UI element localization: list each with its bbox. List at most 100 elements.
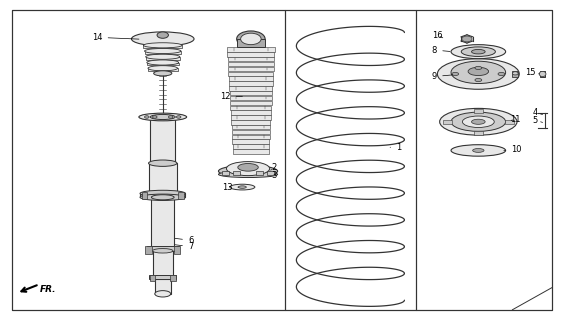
Bar xyxy=(231,120,271,124)
Bar xyxy=(145,246,152,254)
Bar xyxy=(12,10,285,310)
Text: 10: 10 xyxy=(504,145,521,154)
Text: 5: 5 xyxy=(532,116,543,125)
Text: 6: 6 xyxy=(175,236,193,245)
Bar xyxy=(147,62,178,65)
Bar xyxy=(505,120,514,124)
Ellipse shape xyxy=(461,47,495,56)
Ellipse shape xyxy=(462,36,472,42)
Ellipse shape xyxy=(238,164,258,171)
Bar xyxy=(150,275,156,281)
Bar xyxy=(140,194,185,197)
Bar xyxy=(178,192,184,199)
Bar xyxy=(152,197,174,248)
Bar xyxy=(540,71,545,77)
Bar xyxy=(148,68,177,71)
Bar xyxy=(474,131,483,135)
Ellipse shape xyxy=(468,67,488,76)
Text: 13: 13 xyxy=(222,183,238,192)
Ellipse shape xyxy=(451,112,506,131)
Ellipse shape xyxy=(153,249,173,253)
Ellipse shape xyxy=(140,190,185,197)
Bar xyxy=(231,115,271,120)
Bar xyxy=(474,109,483,113)
Ellipse shape xyxy=(154,71,172,76)
Bar xyxy=(229,81,273,86)
Ellipse shape xyxy=(150,161,175,166)
Bar xyxy=(155,278,170,294)
Text: 4: 4 xyxy=(532,108,543,117)
Bar xyxy=(230,91,272,95)
Bar xyxy=(153,251,173,276)
Ellipse shape xyxy=(148,66,177,71)
Text: 11: 11 xyxy=(510,115,520,124)
Ellipse shape xyxy=(218,171,278,178)
Ellipse shape xyxy=(451,61,506,84)
Ellipse shape xyxy=(144,43,182,48)
Ellipse shape xyxy=(218,165,278,177)
Bar xyxy=(442,120,451,124)
Ellipse shape xyxy=(147,60,178,65)
Bar xyxy=(170,275,176,281)
Bar xyxy=(227,52,275,57)
Ellipse shape xyxy=(238,186,246,188)
Bar xyxy=(512,71,518,76)
Bar xyxy=(416,10,552,310)
Ellipse shape xyxy=(498,72,505,76)
Ellipse shape xyxy=(451,45,506,59)
Ellipse shape xyxy=(451,145,506,156)
Bar xyxy=(230,96,272,100)
Bar xyxy=(233,144,269,149)
Text: 8: 8 xyxy=(432,45,450,55)
Bar xyxy=(267,171,274,175)
Text: 16: 16 xyxy=(432,31,443,40)
Bar xyxy=(228,67,274,71)
Bar xyxy=(222,171,229,175)
Bar xyxy=(231,110,271,115)
Ellipse shape xyxy=(473,148,484,152)
Ellipse shape xyxy=(176,116,181,118)
Ellipse shape xyxy=(140,194,185,200)
Text: 12: 12 xyxy=(220,92,242,101)
Bar xyxy=(229,86,272,91)
Ellipse shape xyxy=(241,33,261,45)
Ellipse shape xyxy=(462,116,494,127)
Text: 9: 9 xyxy=(432,72,453,81)
Bar xyxy=(150,117,175,163)
Ellipse shape xyxy=(149,160,177,166)
Ellipse shape xyxy=(157,32,168,38)
Bar xyxy=(149,275,176,278)
Ellipse shape xyxy=(152,195,174,200)
Bar xyxy=(227,47,275,52)
Bar xyxy=(285,10,416,310)
Ellipse shape xyxy=(437,59,519,89)
Bar xyxy=(230,106,271,110)
Ellipse shape xyxy=(155,291,170,297)
Ellipse shape xyxy=(475,78,482,82)
Bar xyxy=(146,57,180,60)
Ellipse shape xyxy=(153,116,157,118)
Ellipse shape xyxy=(452,72,459,76)
Bar xyxy=(233,149,268,154)
Bar xyxy=(173,246,180,254)
Ellipse shape xyxy=(150,115,175,120)
Bar xyxy=(147,246,178,251)
Bar xyxy=(232,135,270,139)
Text: 15: 15 xyxy=(526,68,540,77)
Bar xyxy=(228,62,274,66)
Ellipse shape xyxy=(471,50,485,54)
Bar xyxy=(144,45,182,48)
Text: FR.: FR. xyxy=(39,284,56,293)
Ellipse shape xyxy=(139,113,186,121)
Bar xyxy=(233,140,269,144)
Bar xyxy=(233,171,240,175)
Bar xyxy=(230,101,272,105)
Ellipse shape xyxy=(475,66,482,69)
Text: 14: 14 xyxy=(92,33,139,42)
Bar xyxy=(229,72,274,76)
Bar xyxy=(256,171,263,175)
Bar xyxy=(227,57,274,61)
Ellipse shape xyxy=(471,119,485,124)
Ellipse shape xyxy=(512,72,518,75)
Text: 7: 7 xyxy=(175,242,193,251)
